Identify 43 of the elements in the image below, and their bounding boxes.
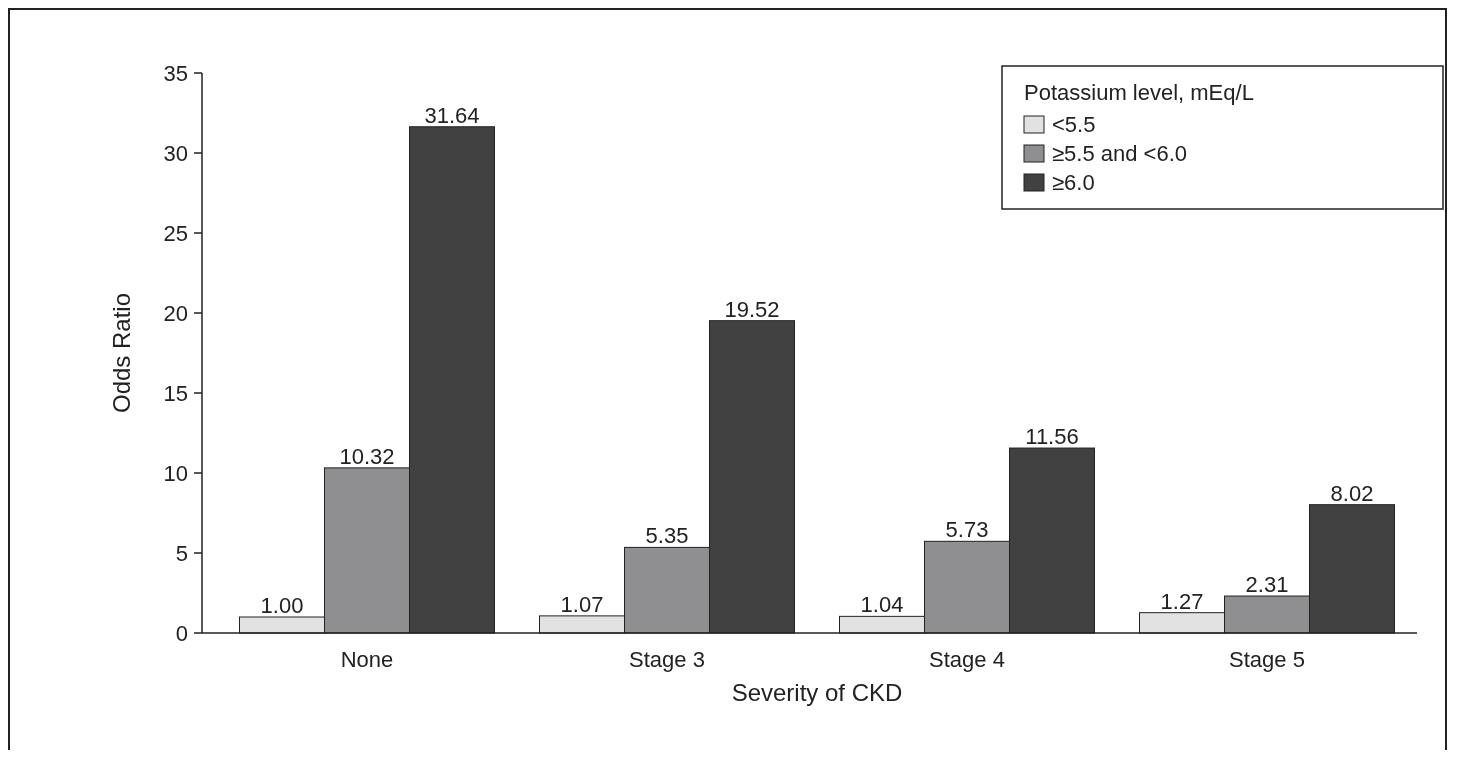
data-label: 2.31 xyxy=(1245,572,1289,598)
y-tick-label: 25 xyxy=(163,220,188,246)
legend-title: Potassium level, mEq/L xyxy=(1024,80,1254,105)
legend-label: <5.5 xyxy=(1052,112,1096,137)
data-label: 1.04 xyxy=(860,592,904,618)
data-label: 19.52 xyxy=(724,296,780,322)
bar xyxy=(1309,504,1395,634)
data-label: 1.27 xyxy=(1160,588,1204,614)
data-label: 1.00 xyxy=(260,593,304,618)
y-tick-label: 30 xyxy=(163,140,188,166)
data-label: 5.35 xyxy=(645,523,689,549)
frame-outline: 1.00 1.07 1.04 1.27 10.32 5.35 5.73 2.31 31.64 19.52 11.56 8.02 0 5 10 15 20 25 30 35 None Stage 3 Stage 4 Stage 5 Severity of CKD Odds Ratio Potassium level, mEq/L <5.5 ≥5.5 and <6.0 ≥6.0 xyxy=(8,8,1447,750)
bar xyxy=(1139,612,1225,634)
bar xyxy=(409,126,495,634)
data-label: 5.73 xyxy=(945,517,989,543)
data-label: 8.02 xyxy=(1330,480,1374,506)
data-label: 11.56 xyxy=(1025,424,1079,450)
data-label: 31.64 xyxy=(424,102,480,128)
legend-label: ≥5.5 and <6.0 xyxy=(1052,141,1188,166)
x-axis-title: Severity of CKD xyxy=(731,679,903,706)
y-tick-label: 15 xyxy=(163,380,188,406)
bar xyxy=(539,615,625,634)
bar xyxy=(709,320,795,634)
y-tick-label: 10 xyxy=(163,460,188,486)
legend-label: ≥6.0 xyxy=(1052,170,1095,195)
bar xyxy=(624,546,710,634)
data-label: 10.32 xyxy=(339,443,395,469)
x-tick-label: Stage 5 xyxy=(1229,647,1305,672)
y-tick-label: 0 xyxy=(175,620,188,646)
bar xyxy=(1224,595,1310,634)
bar xyxy=(239,616,325,634)
bar xyxy=(839,615,925,634)
bar xyxy=(324,467,410,634)
y-tick-label: 35 xyxy=(163,60,188,86)
x-tick-label: Stage 3 xyxy=(629,647,705,672)
x-tick-label: None xyxy=(340,647,394,672)
bar xyxy=(924,540,1010,634)
y-tick-label: 20 xyxy=(163,300,188,326)
x-tick-label: Stage 4 xyxy=(929,647,1005,672)
data-label: 1.07 xyxy=(560,591,604,617)
bar xyxy=(1009,447,1095,634)
y-axis-title: Odds Ratio xyxy=(108,292,135,414)
y-tick-label: 5 xyxy=(175,540,188,566)
